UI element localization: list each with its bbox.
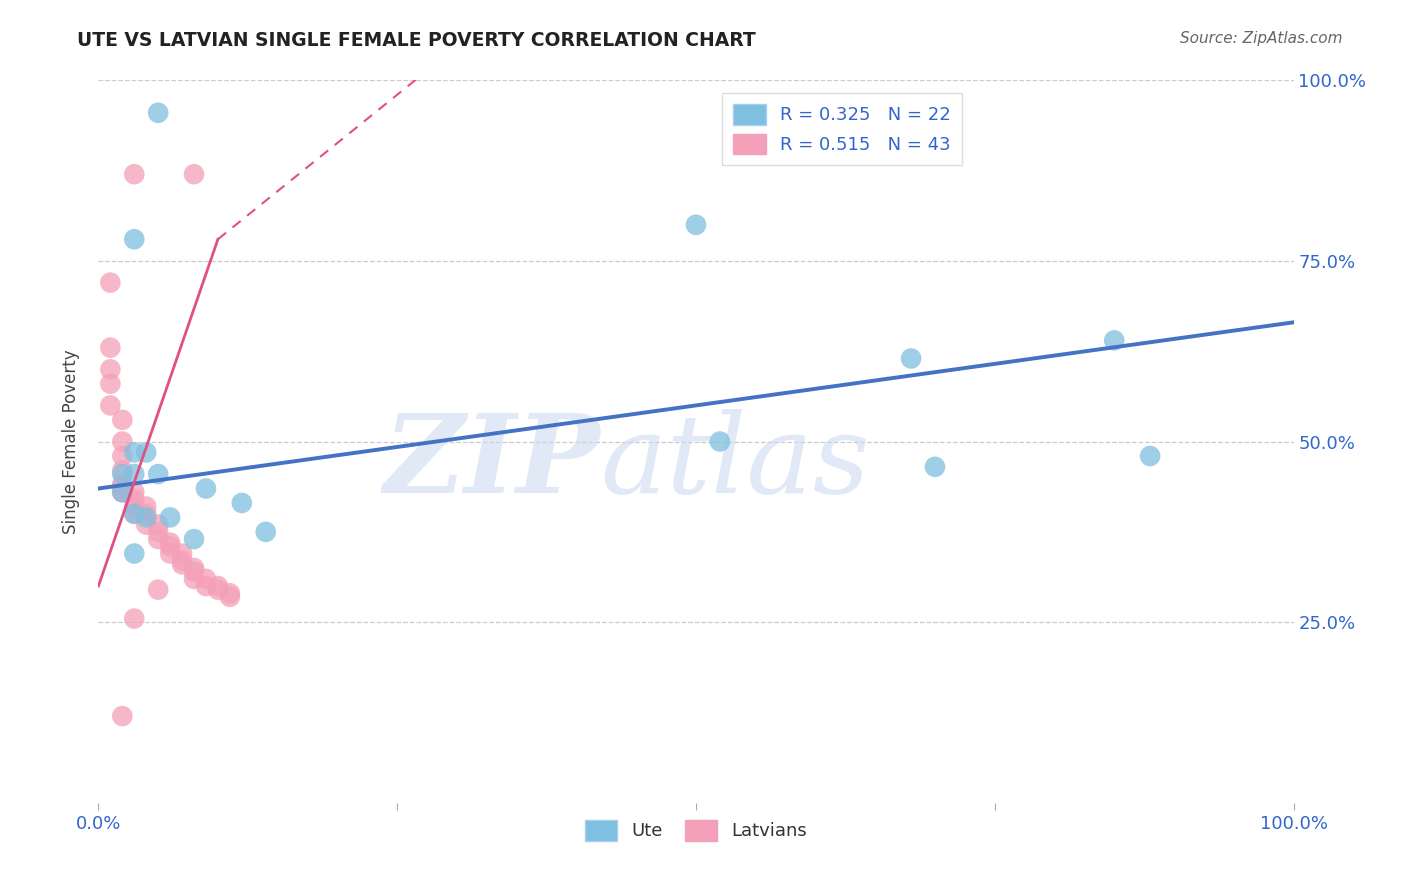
Point (195, 482, 218, 496)
Point (98, 398, 122, 412)
Point (124, 547, 146, 561)
Point (183, 167, 205, 181)
Point (124, 507, 146, 521)
Point (924, 459, 946, 474)
Point (111, 413, 134, 427)
Point (183, 561, 205, 575)
Point (148, 105, 170, 120)
Text: atlas: atlas (600, 409, 870, 517)
Point (111, 709, 134, 723)
Point (98, 362, 122, 376)
Point (172, 547, 194, 561)
Point (685, 218, 707, 232)
Point (111, 467, 134, 481)
Point (219, 586, 242, 600)
Point (159, 539, 181, 553)
Point (124, 167, 146, 181)
Text: UTE VS LATVIAN SINGLE FEMALE POVERTY CORRELATION CHART: UTE VS LATVIAN SINGLE FEMALE POVERTY COR… (77, 31, 756, 50)
Point (124, 507, 146, 521)
Point (1104, 334, 1126, 348)
Point (172, 558, 194, 572)
Point (183, 572, 205, 586)
Point (124, 500, 146, 514)
Point (159, 510, 181, 524)
Point (148, 467, 170, 481)
Point (148, 532, 170, 546)
Point (111, 463, 134, 477)
Y-axis label: Single Female Poverty: Single Female Poverty (62, 350, 80, 533)
Point (124, 445, 146, 459)
Point (183, 565, 205, 579)
Point (172, 554, 194, 568)
Point (124, 611, 146, 625)
Point (159, 535, 181, 549)
Point (111, 478, 134, 492)
Point (135, 510, 157, 524)
Point (254, 524, 277, 539)
Legend: Ute, Latvians: Ute, Latvians (578, 813, 814, 848)
Point (124, 467, 146, 481)
Point (148, 582, 170, 597)
Point (1139, 449, 1161, 463)
Point (111, 485, 134, 500)
Point (111, 449, 134, 463)
Point (98, 276, 122, 290)
Point (111, 485, 134, 500)
Point (98, 341, 122, 355)
Point (148, 524, 170, 539)
Point (111, 478, 134, 492)
Point (709, 434, 731, 449)
Point (124, 485, 146, 500)
Point (195, 572, 218, 586)
Point (111, 434, 134, 449)
Point (135, 500, 157, 514)
Point (111, 485, 134, 500)
Point (207, 582, 229, 597)
Text: ZIP: ZIP (384, 409, 600, 517)
Point (124, 492, 146, 507)
Point (124, 232, 146, 246)
Point (207, 579, 229, 593)
Point (98, 376, 122, 391)
Point (159, 547, 181, 561)
Point (148, 517, 170, 532)
Point (183, 532, 205, 546)
Point (231, 496, 253, 510)
Text: Source: ZipAtlas.com: Source: ZipAtlas.com (1180, 31, 1343, 46)
Point (135, 507, 157, 521)
Point (900, 351, 922, 366)
Point (135, 517, 157, 532)
Point (195, 579, 218, 593)
Point (219, 590, 242, 604)
Point (135, 445, 157, 459)
